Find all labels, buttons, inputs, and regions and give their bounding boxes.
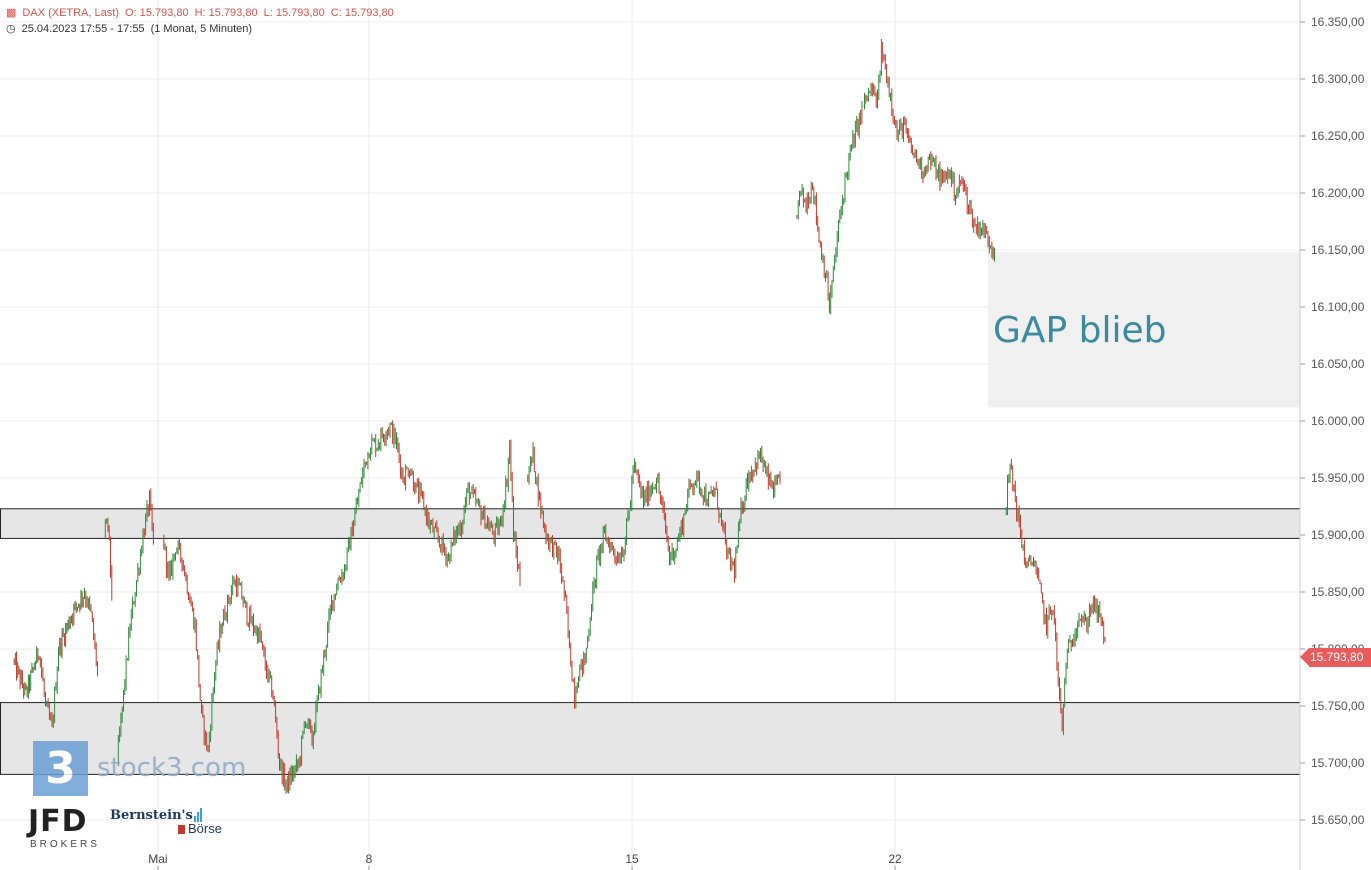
chart-header: ▩ DAX (XETRA, Last) O: 15.793,80 H: 15.793,… bbox=[6, 6, 400, 19]
current-price-tag: 15.793,80 bbox=[1300, 648, 1371, 667]
stock3-logo-icon: 3 bbox=[33, 741, 88, 796]
y-tick-label: 15.700,00 bbox=[1311, 756, 1365, 770]
jfd-logo-text: JFD bbox=[28, 804, 88, 839]
stock3-site-label: stock3.com bbox=[97, 753, 247, 783]
y-tick-label: 15.950,00 bbox=[1311, 471, 1365, 485]
current-price-value: 15.793,80 bbox=[1309, 648, 1371, 667]
candlestick-icon: ▩ bbox=[6, 7, 17, 19]
y-tick-label: 15.750,00 bbox=[1311, 699, 1365, 713]
instrument-label: DAX (XETRA, Last) bbox=[22, 7, 119, 19]
bernsteins-logo-line1: Bernstein's bbox=[110, 808, 193, 823]
y-tick-label: 16.050,00 bbox=[1311, 357, 1365, 371]
y-tick-label: 15.850,00 bbox=[1311, 585, 1365, 599]
jfd-logo-subtext: BROKERS bbox=[30, 839, 100, 850]
y-tick-label: 16.300,00 bbox=[1311, 72, 1365, 86]
jfd-brokers-logo: JFD BROKERS bbox=[28, 804, 100, 851]
y-tick-label: 16.350,00 bbox=[1311, 15, 1365, 29]
gap-annotation: GAP blieb bbox=[993, 310, 1167, 351]
low-value: L: 15.793,80 bbox=[263, 7, 325, 19]
chart-subheader: ◷ 25.04.2023 17:55 - 17:55 (1 Monat, 5 Min… bbox=[6, 22, 258, 35]
y-tick-label: 15.900,00 bbox=[1311, 528, 1365, 542]
y-tick-label: 15.650,00 bbox=[1311, 813, 1365, 827]
axes-layer: 15.650,0015.700,0015.750,0015.800,0015.8… bbox=[148, 0, 1365, 870]
open-value: O: 15.793,80 bbox=[124, 7, 189, 19]
close-value: C: 15.793,80 bbox=[330, 7, 394, 19]
y-tick-label: 16.150,00 bbox=[1311, 243, 1365, 257]
y-tick-label: 16.100,00 bbox=[1311, 300, 1365, 314]
x-tick-label: Mai bbox=[148, 852, 167, 866]
zones-layer bbox=[0, 252, 1301, 775]
bar-chart-icon bbox=[194, 808, 202, 822]
gap-zone bbox=[988, 252, 1300, 408]
interval-label: (1 Monat, 5 Minuten) bbox=[150, 23, 253, 35]
high-value: H: 15.793,80 bbox=[194, 7, 258, 19]
candles-layer bbox=[13, 39, 1106, 794]
boerse-mark-icon bbox=[178, 825, 185, 834]
y-tick-label: 16.000,00 bbox=[1311, 414, 1365, 428]
x-tick-label: 15 bbox=[625, 852, 639, 866]
x-tick-label: 22 bbox=[888, 852, 902, 866]
y-tick-label: 16.250,00 bbox=[1311, 129, 1365, 143]
y-tick-label: 16.200,00 bbox=[1311, 186, 1365, 200]
x-tick-label: 8 bbox=[366, 852, 373, 866]
bernsteins-boerse-logo: Bernstein's Börse bbox=[110, 808, 222, 836]
support-zone bbox=[0, 702, 1301, 775]
bernsteins-logo-line2: Börse bbox=[188, 821, 222, 836]
clock-icon: ◷ bbox=[6, 23, 16, 35]
datetime-label: 25.04.2023 17:55 - 17:55 bbox=[21, 23, 145, 35]
resistance-zone bbox=[0, 508, 1301, 539]
